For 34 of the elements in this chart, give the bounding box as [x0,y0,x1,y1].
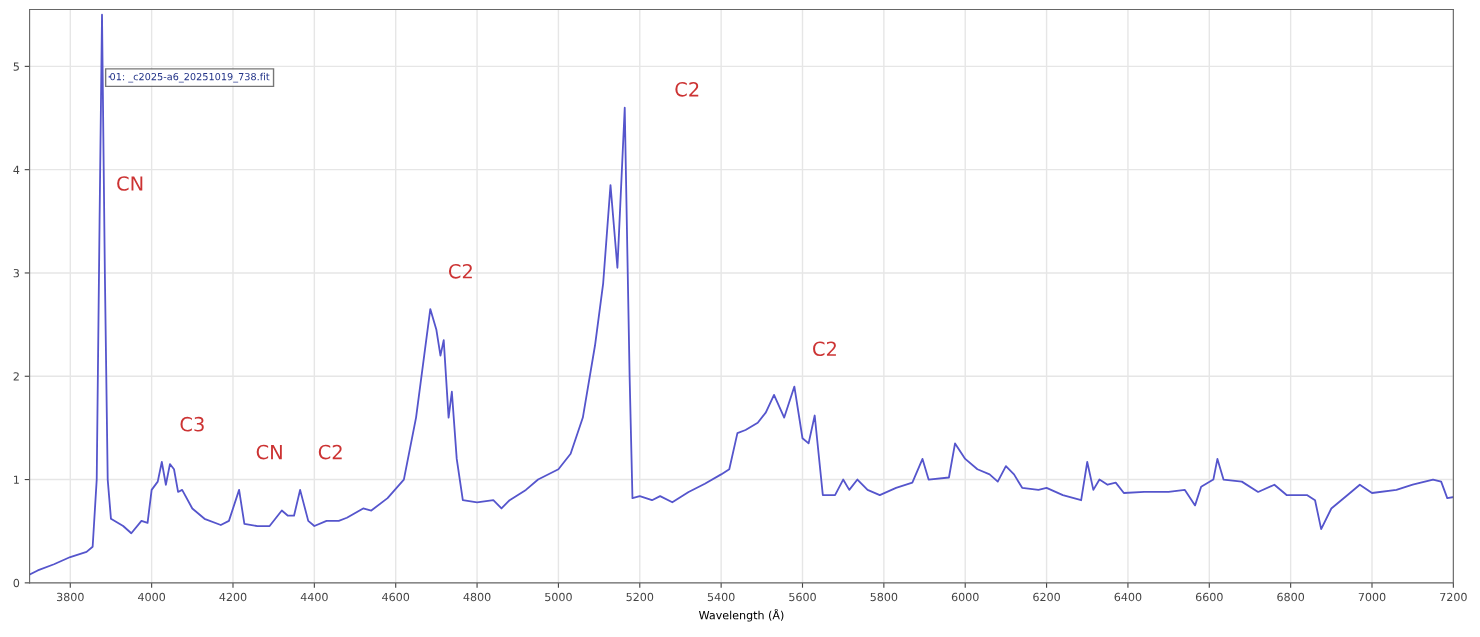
x-axis-title: Wavelength (Å) [698,608,784,622]
x-tick-label: 3800 [56,592,84,602]
annotation: C2 [318,444,342,460]
x-tick-label: 4800 [463,592,491,602]
annotation: C2 [813,341,836,357]
legend-label: 01: _c2025-a6_20251019_738.fit [110,72,270,83]
annotation: C2 [448,263,472,279]
x-tick-label: 4600 [382,592,410,602]
x-tick-label: 6000 [951,592,979,602]
x-tick-label: 4000 [138,592,166,602]
x-tick-label: 7000 [1358,592,1386,602]
y-tick-label: 3 [13,268,19,278]
x-tick-label: 6800 [1277,592,1305,602]
y-tick-label: 0 [13,578,20,588]
y-tick-label: 5 [13,62,19,71]
line-series [29,13,1454,576]
x-tick-label: 6400 [1114,592,1142,602]
x-tick-label: 5600 [789,592,816,602]
y-tick-label: 1 [14,475,19,484]
annotation: CN [117,176,143,191]
annotation: C3 [180,416,204,432]
x-tick-label: 6200 [1033,592,1060,602]
annotation: CN [256,444,282,460]
x-tick-label: 4400 [300,592,328,602]
y-tick-label: 2 [13,372,19,381]
x-tick-label: 6600 [1195,592,1223,602]
x-tick-label: 7200 [1440,592,1467,602]
x-tick-label: 5800 [870,592,898,602]
x-tick-label: 5000 [545,592,572,602]
y-tick-label: 4 [13,165,20,174]
annotation: C2 [675,81,699,97]
x-tick-label: 5400 [707,592,735,602]
x-tick-label: 5200 [626,592,654,602]
x-tick-label: 4200 [219,592,247,602]
